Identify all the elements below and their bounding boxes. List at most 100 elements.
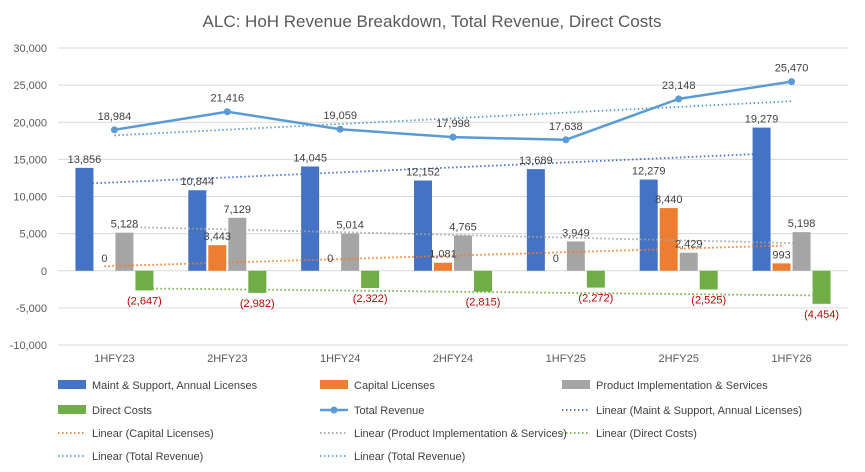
data-label: 3,949 <box>562 227 590 239</box>
bar <box>699 270 718 290</box>
bar <box>361 270 380 288</box>
data-label: 12,152 <box>406 167 440 179</box>
data-label: 8,440 <box>655 194 683 206</box>
data-label: 12,279 <box>632 166 666 178</box>
x-tick-label: 1HFY26 <box>771 353 811 365</box>
y-tick-label: 25,000 <box>13 80 47 92</box>
x-tick-label: 2HFY25 <box>659 353 699 365</box>
y-tick-label: 15,000 <box>13 154 47 166</box>
trendline <box>84 152 762 185</box>
data-label: (2,525) <box>691 294 726 306</box>
bar <box>341 233 360 271</box>
legend-item: Linear (Capital Licenses) <box>58 428 214 440</box>
bar <box>115 232 134 271</box>
legend-item: Linear (Direct Costs) <box>562 428 697 440</box>
bar <box>434 262 452 271</box>
legend-label: Linear (Direct Costs) <box>596 428 697 440</box>
legend-label: Capital Licenses <box>354 380 435 392</box>
legend-label: Maint & Support, Annual Licenses <box>92 380 258 392</box>
legend-item: Linear (Product Implementation & Service… <box>320 428 567 440</box>
data-label: (2,815) <box>466 297 501 309</box>
bar <box>752 127 771 271</box>
data-label: (4,454) <box>804 309 839 321</box>
data-label: 4,765 <box>449 221 477 233</box>
legend-item: Total Revenue <box>320 405 424 417</box>
legend-swatch <box>562 380 590 389</box>
bar <box>228 217 247 271</box>
bar <box>474 270 492 292</box>
x-tick-label: 1HFY25 <box>546 353 586 365</box>
legend-label: Direct Costs <box>92 405 152 417</box>
data-label: 993 <box>772 249 790 261</box>
data-label: 3,443 <box>204 231 232 243</box>
bar <box>772 263 791 271</box>
data-label: 0 <box>553 253 559 265</box>
legend-swatch <box>58 405 86 414</box>
bar <box>812 270 831 304</box>
trendline <box>124 226 802 245</box>
y-tick-label: 5,000 <box>19 229 47 241</box>
line-point <box>336 125 344 133</box>
line-point <box>223 108 231 116</box>
data-label: 0 <box>327 253 333 265</box>
data-label: 19,279 <box>745 114 779 126</box>
line-point <box>562 136 570 144</box>
y-axis: 30,000 25,000 20,000 15,000 10,000 5,000 0 -5,0… <box>10 43 47 352</box>
legend-swatch <box>58 380 86 389</box>
bar <box>301 166 320 271</box>
total-revenue-line <box>110 78 796 144</box>
data-label: 23,148 <box>662 80 696 92</box>
bar <box>526 169 545 271</box>
bars <box>75 127 831 304</box>
legend-label: Total Revenue <box>354 405 424 417</box>
data-label: 2,429 <box>675 239 703 251</box>
data-label: 14,045 <box>293 152 327 164</box>
y-tick-label: 30,000 <box>13 43 47 55</box>
data-label: 10,844 <box>180 176 214 188</box>
trendline <box>144 287 822 297</box>
y-tick-label: 0 <box>41 266 47 278</box>
data-label: 18,984 <box>98 111 132 123</box>
gridlines <box>58 47 848 346</box>
trendline <box>114 100 792 137</box>
legend-label: Linear (Total Revenue) <box>354 451 465 463</box>
trendline <box>104 244 782 268</box>
x-tick-label: 2HFY24 <box>433 353 473 365</box>
legend-label: Linear (Maint & Support, Annual Licenses… <box>596 405 802 417</box>
data-label: 0 <box>101 253 107 265</box>
legend-label: Linear (Product Implementation & Service… <box>354 428 567 440</box>
legend-marker <box>330 406 338 414</box>
x-axis: 1HFY23 2HFY23 1HFY24 2HFY24 1HFY25 2HFY25 1HFY… <box>94 353 812 365</box>
bar <box>188 190 207 271</box>
data-label: 5,128 <box>111 219 139 231</box>
legend-item: Linear (Maint & Support, Annual Licenses… <box>562 405 802 417</box>
legend: Maint & Support, Annual Licenses Capital … <box>58 380 802 463</box>
legend-item: Maint & Support, Annual Licenses <box>58 380 258 392</box>
legend-label: Product Implementation & Services <box>596 380 768 392</box>
x-tick-label: 1HFY24 <box>320 353 360 365</box>
legend-item: Capital Licenses <box>320 380 435 392</box>
data-label: 7,129 <box>224 204 252 216</box>
trendlines <box>84 100 822 297</box>
x-tick-label: 1HFY23 <box>94 353 134 365</box>
bar <box>75 167 94 271</box>
bar <box>135 270 154 291</box>
legend-item: Linear (Total Revenue) <box>320 451 465 463</box>
data-label: 17,638 <box>549 121 583 133</box>
data-label: 5,198 <box>788 218 816 230</box>
bar <box>248 270 267 293</box>
x-tick-label: 2HFY23 <box>207 353 247 365</box>
y-tick-label: -10,000 <box>10 340 47 352</box>
line-point <box>788 78 796 86</box>
data-label: 25,470 <box>775 63 809 75</box>
bar <box>586 270 605 288</box>
data-label: 21,416 <box>210 93 244 105</box>
line-point <box>675 95 683 103</box>
bar <box>679 252 698 271</box>
data-label: 1,081 <box>429 249 457 261</box>
bar <box>208 245 227 271</box>
legend-label: Linear (Capital Licenses) <box>92 428 214 440</box>
data-label: (2,272) <box>578 293 613 305</box>
